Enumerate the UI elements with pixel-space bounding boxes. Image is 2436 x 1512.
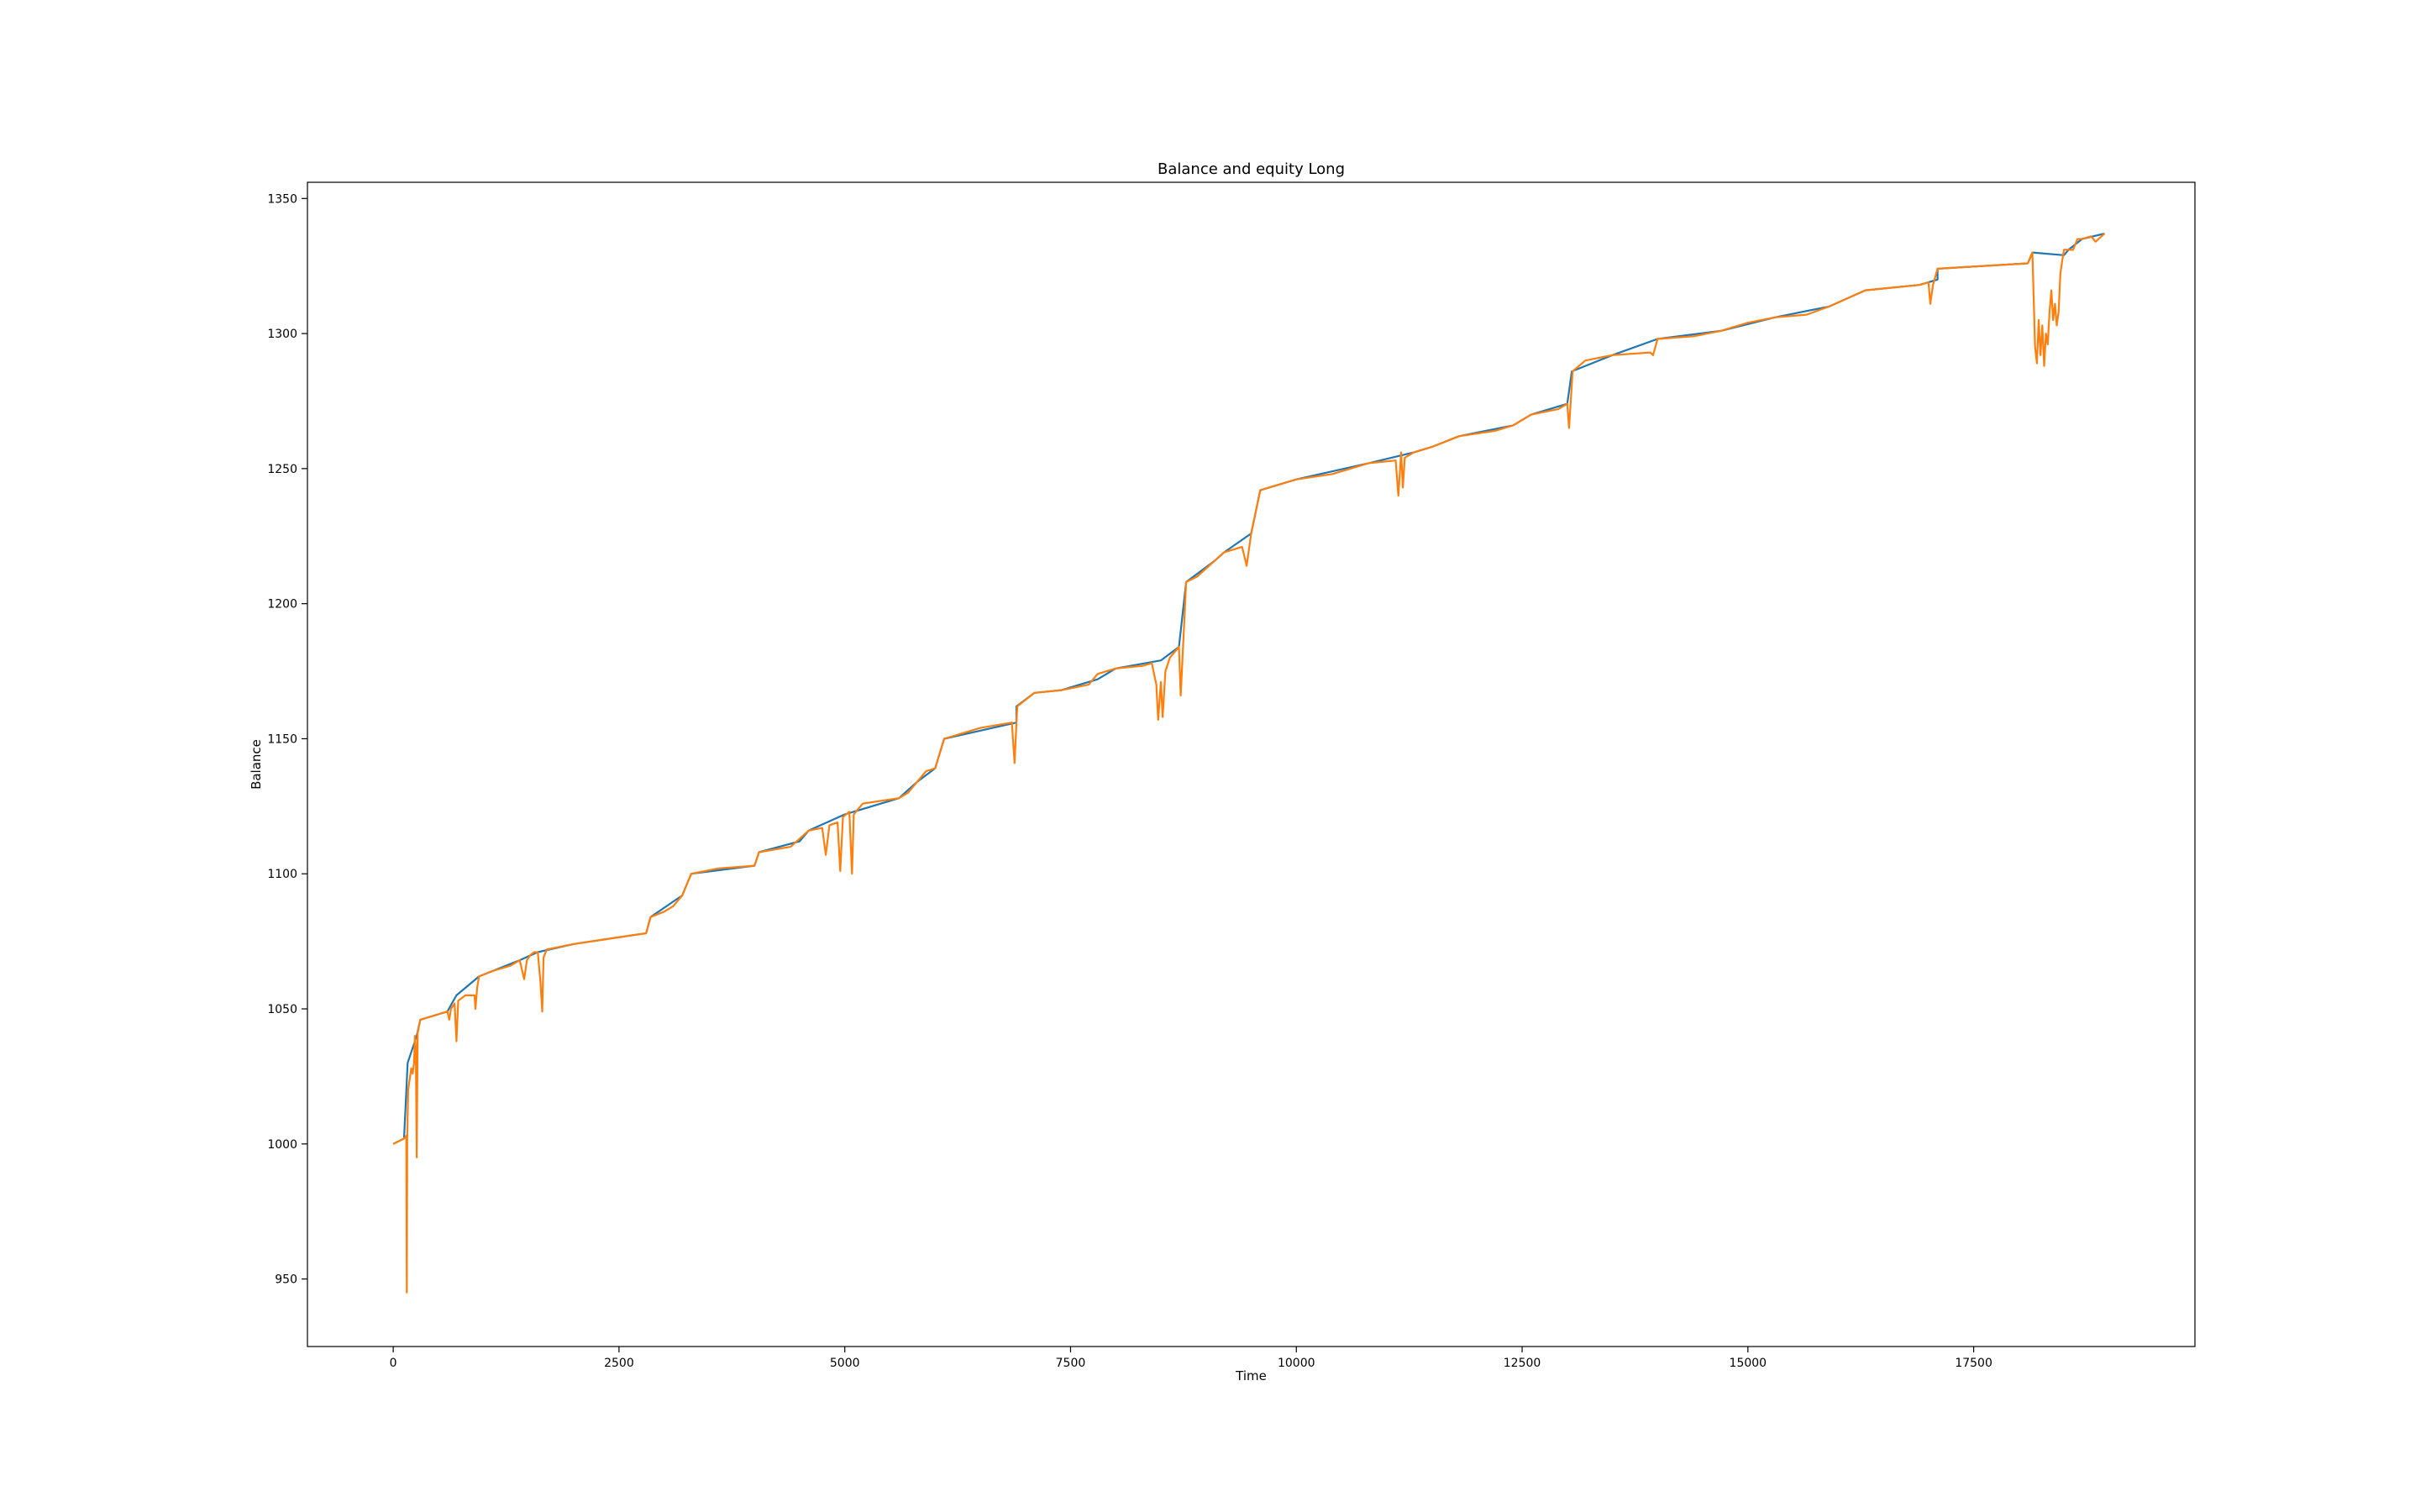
y-tick-label: 1300 (267, 328, 297, 341)
x-tick-label: 17500 (1955, 1357, 1992, 1370)
plot-frame (307, 181, 2196, 1347)
x-tick-label: 10000 (1278, 1357, 1315, 1370)
y-tick-label: 1250 (267, 463, 297, 476)
equity-series-line (392, 233, 2106, 1294)
x-tick-label: 0 (390, 1357, 397, 1370)
y-tick-label: 950 (275, 1273, 297, 1287)
x-axis-label: Time (1235, 1368, 1267, 1383)
y-tick-label: 1100 (267, 868, 297, 881)
x-tick-label: 12500 (1504, 1357, 1541, 1370)
y-tick-label: 1200 (267, 598, 297, 612)
x-tick-label: 5000 (830, 1357, 860, 1370)
chart-title: Balance and equity Long (1158, 160, 1345, 178)
y-tick-label: 1050 (267, 1003, 297, 1016)
balance-series-line (392, 233, 2105, 1145)
x-axis: 0 2500 5000 7500 10000 12500 15000 17500 (390, 1347, 1992, 1370)
x-tick-label: 7500 (1056, 1357, 1086, 1370)
y-tick-label: 1350 (267, 192, 297, 206)
y-tick-label: 1150 (267, 732, 297, 746)
x-tick-label: 2500 (604, 1357, 634, 1370)
y-tick-label: 1000 (267, 1138, 297, 1152)
series-layer (392, 233, 2106, 1294)
y-axis: 950 1000 1050 1100 1150 1200 1250 1300 1350 (267, 192, 307, 1287)
x-tick-label: 15000 (1730, 1357, 1767, 1370)
y-axis-label: Balance (249, 739, 264, 790)
